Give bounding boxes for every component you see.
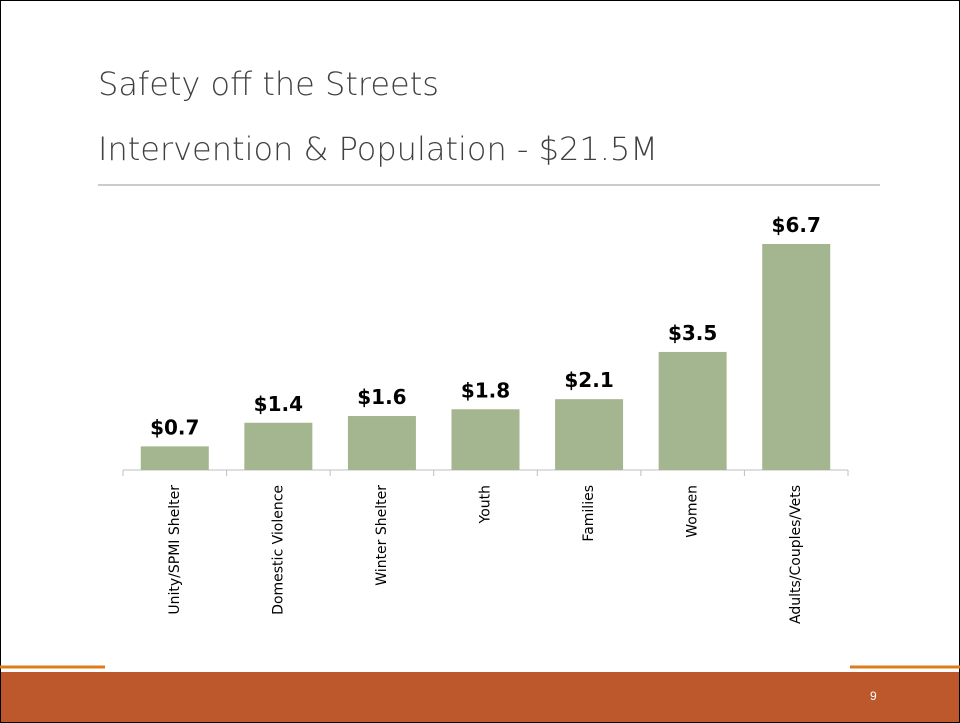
x-tick-label: Women bbox=[685, 485, 701, 538]
x-tick-label: Winter Shelter bbox=[374, 485, 390, 586]
bar bbox=[140, 446, 209, 470]
value-label: $1.8 bbox=[461, 378, 510, 402]
slide-number: 9 bbox=[870, 689, 877, 703]
bar bbox=[347, 416, 416, 470]
value-label: $1.6 bbox=[357, 385, 406, 409]
value-label: $1.4 bbox=[254, 392, 303, 416]
value-label: $0.7 bbox=[150, 415, 199, 439]
bar bbox=[244, 422, 313, 470]
bar bbox=[451, 409, 520, 470]
bar bbox=[658, 351, 727, 470]
x-tick-label: Adults/Couples/Vets bbox=[788, 485, 804, 624]
x-tick-label: Unity/SPMI Shelter bbox=[167, 485, 183, 615]
value-label: $6.7 bbox=[772, 213, 821, 237]
chart: $0.7 Unity/SPMI Shelter $1.4 Domestic Viole… bbox=[122, 213, 849, 624]
title-line: Intervention & Population - $21.5M bbox=[98, 130, 658, 168]
x-tick-label: Youth bbox=[478, 485, 494, 525]
x-tick-label: Domestic Violence bbox=[270, 485, 286, 615]
x-tick-label: Families bbox=[581, 485, 597, 542]
title-line: Safety off the Streets bbox=[98, 65, 439, 103]
value-label: $2.1 bbox=[564, 368, 613, 392]
bar bbox=[762, 244, 831, 470]
value-label: $3.5 bbox=[668, 321, 717, 345]
bar bbox=[555, 399, 624, 470]
footer-band bbox=[1, 672, 959, 722]
